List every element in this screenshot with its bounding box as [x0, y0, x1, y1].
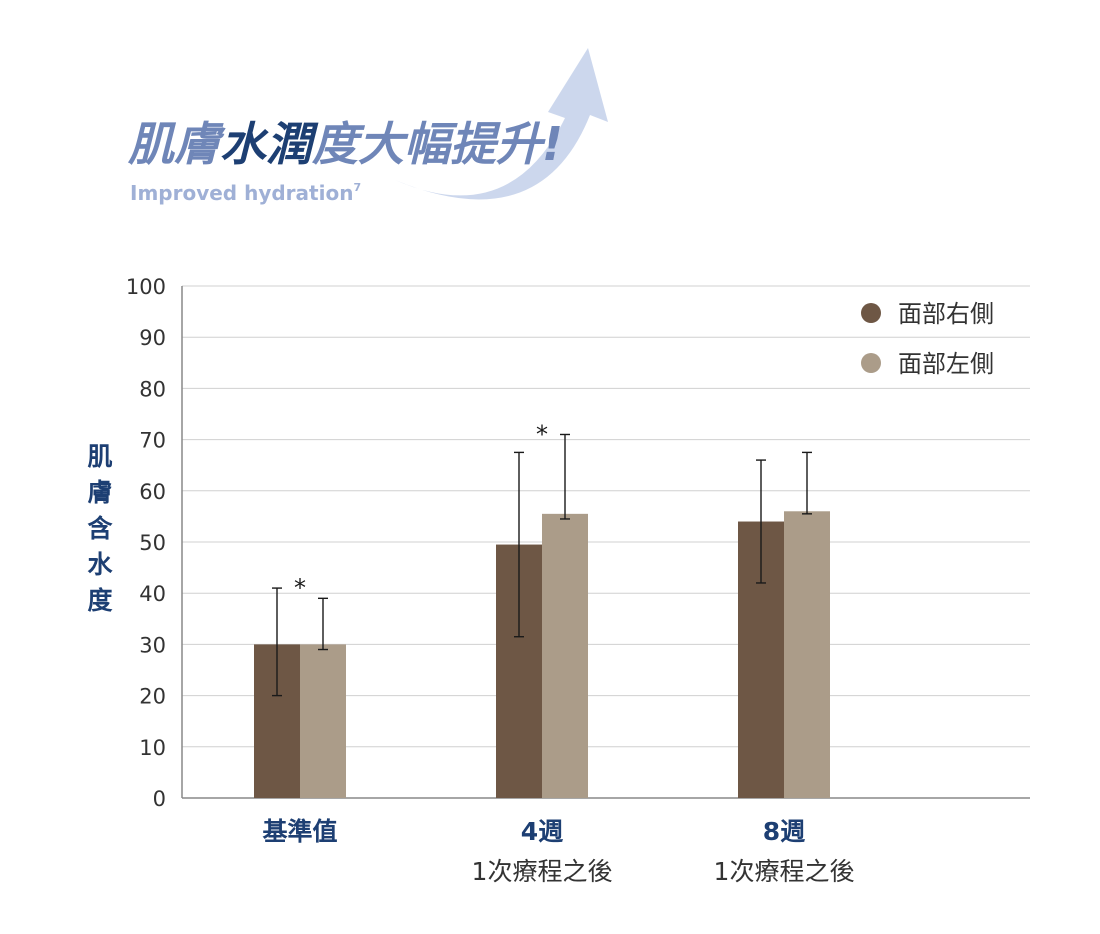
bar	[542, 513, 588, 798]
y-tick-label: 90	[139, 326, 166, 350]
significance-marker: *	[536, 420, 548, 448]
chart-subtitle: Improved hydration7	[130, 181, 361, 205]
y-tick-label: 10	[139, 736, 166, 760]
bars	[254, 511, 830, 798]
legend-marker	[861, 303, 881, 323]
x-tick-label: 8週	[763, 817, 805, 846]
y-axis-title: 肌膚含水度	[87, 442, 113, 615]
y-axis-title-char: 肌	[87, 442, 112, 471]
y-tick-label: 0	[153, 787, 166, 811]
bar	[784, 511, 830, 798]
x-tick-sublabel: 1次療程之後	[714, 857, 855, 886]
y-axis-title-char: 水	[87, 550, 113, 579]
x-tick-label: 4週	[521, 817, 563, 846]
legend-marker	[861, 353, 881, 373]
legend-label: 面部右側	[898, 300, 994, 328]
y-tick-label: 50	[139, 531, 166, 555]
chart-title-part: 水潤	[220, 117, 319, 171]
chart-subtitle-superscript: 7	[353, 181, 361, 194]
y-tick-label: 80	[139, 377, 166, 401]
annotations: **	[294, 420, 548, 602]
y-axis-title-char: 度	[87, 586, 112, 615]
error-bars	[272, 433, 812, 697]
grid-lines	[182, 285, 1030, 748]
chart-title-part: 度大幅提升!	[311, 117, 563, 171]
y-axis-label: 肌膚含水度	[87, 442, 113, 615]
y-tick-label: 70	[139, 429, 166, 453]
chart-title: 肌膚水潤度大幅提升!	[127, 117, 563, 171]
y-axis-title-char: 膚	[87, 478, 112, 507]
axes: 0 10 20 30 40 50 60 70 80 90 100	[126, 275, 1030, 811]
legend-label: 面部左側	[898, 350, 994, 378]
significance-marker: *	[294, 574, 306, 602]
x-tick-sublabel: 1次療程之後	[472, 857, 613, 886]
y-tick-label: 20	[139, 685, 166, 709]
y-tick-label: 100	[126, 275, 166, 299]
y-tick-label: 40	[139, 582, 166, 606]
y-axis-title-char: 含	[87, 514, 113, 543]
chart-title-part: 肌膚	[127, 117, 226, 171]
chart-subtitle-text: Improved hydration	[130, 181, 353, 205]
swoosh-arrow-icon	[395, 48, 608, 200]
y-tick-label: 60	[139, 480, 166, 504]
x-tick-label: 基準值	[262, 817, 337, 846]
y-tick-label: 30	[139, 633, 166, 657]
bar	[300, 644, 346, 798]
x-tick-labels: 基準值 4週 1次療程之後 8週 1次療程之後	[262, 817, 854, 886]
